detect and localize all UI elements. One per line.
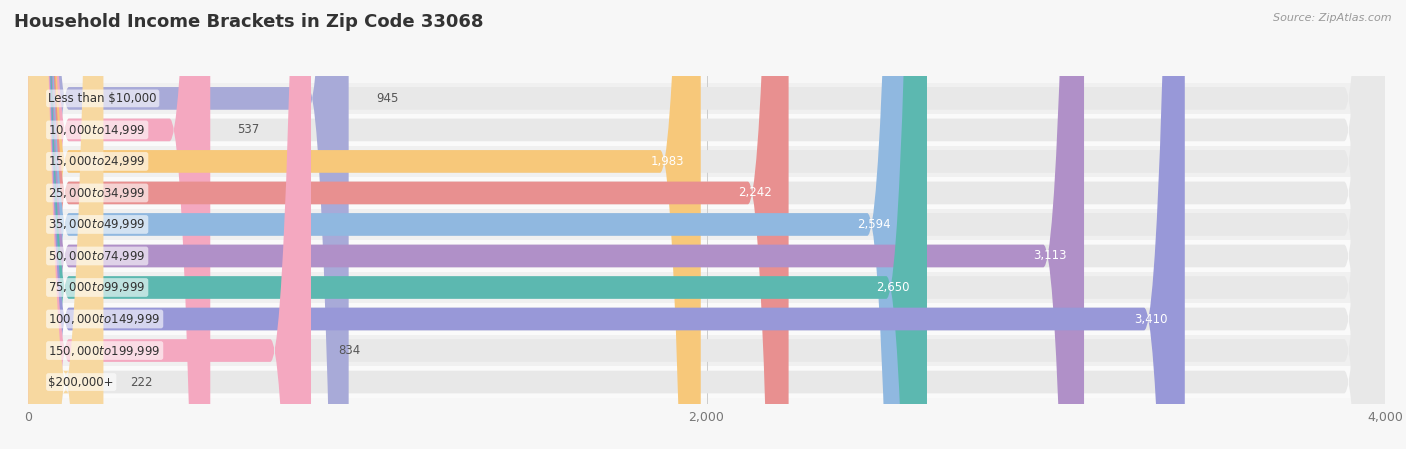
FancyBboxPatch shape	[28, 0, 349, 449]
FancyBboxPatch shape	[28, 0, 1385, 449]
FancyBboxPatch shape	[28, 0, 1385, 449]
Text: 834: 834	[339, 344, 360, 357]
FancyBboxPatch shape	[28, 272, 1385, 303]
Text: Less than $10,000: Less than $10,000	[48, 92, 157, 105]
FancyBboxPatch shape	[28, 0, 1385, 449]
FancyBboxPatch shape	[28, 335, 1385, 366]
FancyBboxPatch shape	[28, 240, 1385, 272]
Text: 3,113: 3,113	[1033, 250, 1067, 263]
FancyBboxPatch shape	[28, 0, 1385, 449]
FancyBboxPatch shape	[28, 0, 1185, 449]
FancyBboxPatch shape	[28, 0, 104, 449]
Text: $15,000 to $24,999: $15,000 to $24,999	[48, 154, 146, 168]
Text: 537: 537	[238, 123, 260, 136]
FancyBboxPatch shape	[28, 0, 311, 449]
FancyBboxPatch shape	[28, 303, 1385, 335]
FancyBboxPatch shape	[28, 366, 1385, 398]
FancyBboxPatch shape	[28, 0, 700, 449]
Text: $200,000+: $200,000+	[48, 375, 114, 388]
FancyBboxPatch shape	[28, 0, 1084, 449]
FancyBboxPatch shape	[28, 0, 927, 449]
FancyBboxPatch shape	[28, 0, 1385, 449]
Text: 2,594: 2,594	[858, 218, 891, 231]
Text: $10,000 to $14,999: $10,000 to $14,999	[48, 123, 146, 137]
FancyBboxPatch shape	[28, 0, 789, 449]
Text: 3,410: 3,410	[1135, 313, 1168, 326]
Text: $35,000 to $49,999: $35,000 to $49,999	[48, 217, 146, 231]
FancyBboxPatch shape	[28, 209, 1385, 240]
Text: $50,000 to $74,999: $50,000 to $74,999	[48, 249, 146, 263]
Text: $100,000 to $149,999: $100,000 to $149,999	[48, 312, 160, 326]
FancyBboxPatch shape	[28, 0, 1385, 449]
FancyBboxPatch shape	[28, 114, 1385, 145]
Text: 1,983: 1,983	[651, 155, 683, 168]
FancyBboxPatch shape	[28, 0, 1385, 449]
FancyBboxPatch shape	[28, 145, 1385, 177]
Text: 945: 945	[375, 92, 398, 105]
Text: Household Income Brackets in Zip Code 33068: Household Income Brackets in Zip Code 33…	[14, 13, 484, 31]
FancyBboxPatch shape	[28, 83, 1385, 114]
FancyBboxPatch shape	[28, 0, 1385, 449]
FancyBboxPatch shape	[28, 0, 211, 449]
Text: $150,000 to $199,999: $150,000 to $199,999	[48, 343, 160, 357]
Text: 2,650: 2,650	[876, 281, 910, 294]
FancyBboxPatch shape	[28, 0, 908, 449]
Text: $25,000 to $34,999: $25,000 to $34,999	[48, 186, 146, 200]
Text: $75,000 to $99,999: $75,000 to $99,999	[48, 281, 146, 295]
Text: Source: ZipAtlas.com: Source: ZipAtlas.com	[1274, 13, 1392, 23]
Text: 222: 222	[131, 375, 153, 388]
FancyBboxPatch shape	[28, 0, 1385, 449]
FancyBboxPatch shape	[28, 0, 1385, 449]
Text: 2,242: 2,242	[738, 186, 772, 199]
FancyBboxPatch shape	[28, 177, 1385, 209]
